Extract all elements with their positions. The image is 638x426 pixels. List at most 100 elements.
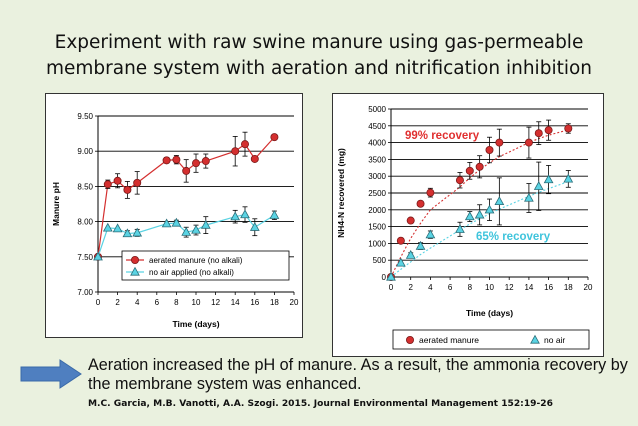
x-tick-label: 8	[468, 283, 473, 292]
x-tick-label: 12	[211, 298, 220, 307]
data-point	[405, 249, 416, 259]
data-point	[172, 155, 181, 164]
x-tick-label: 10	[192, 298, 201, 307]
x-axis-label: Time (days)	[466, 308, 513, 318]
recovery-legend: aerated manure no air	[392, 329, 590, 350]
trend-curve	[390, 181, 569, 278]
data-point	[426, 188, 435, 197]
y-tick-label: 9.00	[77, 147, 93, 156]
recovery-annotation-aerated: 99% recovery	[405, 130, 480, 142]
slide-title-line2: membrane system with aeration and nitrif…	[45, 58, 593, 79]
y-tick-label: 500	[373, 256, 387, 265]
data-point	[396, 236, 405, 245]
citation-text: M.C. Garcia, M.B. Vanotti, A.A. Szogi. 2…	[88, 399, 553, 409]
x-tick-label: 20	[584, 283, 593, 292]
data-point	[563, 173, 574, 183]
x-tick-label: 18	[564, 283, 573, 292]
y-tick-label: 9.50	[77, 112, 93, 121]
x-tick-label: 6	[448, 283, 453, 292]
slide-title: Experiment with raw swine manure using g…	[0, 30, 638, 82]
data-point	[544, 126, 553, 135]
data-point	[191, 159, 200, 168]
data-point	[455, 224, 465, 233]
data-point	[133, 178, 142, 187]
x-tick-label: 6	[155, 298, 160, 307]
data-point	[495, 138, 504, 147]
y-tick-label: 4500	[368, 122, 386, 131]
recovery-chart-panel: 0 500 1000 1500 2000 2500 3000 3500 4000 4500 5000…	[332, 93, 604, 357]
x-tick-label: 12	[505, 283, 514, 292]
data-point	[240, 209, 250, 219]
data-point	[171, 217, 182, 227]
series-2	[93, 206, 280, 261]
x-tick-label: 4	[135, 298, 140, 307]
data-point	[200, 219, 211, 229]
slide-title-line1: Experiment with raw swine manure using g…	[54, 32, 584, 53]
data-point	[230, 211, 241, 221]
x-tick-label: 0	[389, 283, 394, 292]
data-point	[475, 162, 484, 171]
legend-marker	[131, 255, 140, 264]
data-point	[269, 210, 280, 219]
data-point	[564, 124, 573, 133]
y-tick-label: 8.50	[77, 182, 93, 191]
data-point	[395, 257, 406, 267]
y-tick-label: 8.00	[77, 218, 93, 227]
data-point	[416, 199, 425, 208]
y-tick-label: 3000	[368, 172, 386, 181]
data-point	[201, 157, 210, 166]
y-tick-label: 7.00	[77, 288, 93, 297]
data-point	[464, 211, 475, 221]
data-point	[534, 129, 543, 138]
recovery-annotation-no-air: 65% recovery	[476, 231, 551, 243]
data-point	[112, 223, 123, 233]
x-tick-label: 10	[485, 283, 494, 292]
y-axis-label: NH4-N recovered (mg)	[336, 148, 346, 238]
data-point	[543, 174, 554, 184]
y-axis-label: Manure pH	[51, 182, 61, 226]
data-point	[231, 147, 240, 156]
legend-box	[121, 250, 290, 281]
legend-marker	[130, 266, 140, 276]
data-point	[494, 196, 505, 205]
legend-marker	[530, 334, 540, 344]
ph-chart: 7.00 7.50 8.00 8.50 9.00 9.50 0 2 4 6 8 10 12 14 16 18 2…	[51, 112, 299, 329]
data-point	[249, 222, 260, 231]
data-point	[465, 166, 474, 175]
recovery-chart: 0 500 1000 1500 2000 2500 3000 3500 4000 4500 5000…	[336, 105, 593, 350]
legend-label: aerated manure	[419, 335, 479, 345]
legend-marker	[406, 335, 415, 344]
data-point	[533, 181, 544, 190]
data-point	[485, 145, 494, 154]
x-tick-label: 14	[524, 283, 533, 292]
right-arrow-icon	[20, 359, 82, 389]
y-tick-label: 2000	[368, 206, 386, 215]
legend-label: no air applied (no alkali)	[149, 268, 234, 277]
data-point	[524, 192, 534, 202]
data-point	[93, 251, 103, 261]
data-point	[484, 204, 495, 214]
series-2	[386, 161, 574, 281]
data-point	[103, 180, 112, 189]
y-tick-label: 5000	[368, 105, 386, 114]
data-point	[386, 271, 396, 281]
ph-chart-panel: 7.00 7.50 8.00 8.50 9.00 9.50 0 2 4 6 8 10 12 14 16 18 2…	[45, 93, 303, 338]
data-point	[161, 218, 172, 228]
y-tick-label: 0	[382, 273, 387, 282]
data-point	[123, 185, 132, 194]
y-tick-label: 1500	[368, 223, 386, 232]
x-tick-label: 14	[231, 298, 240, 307]
x-tick-label: 16	[544, 283, 553, 292]
x-tick-label: 2	[408, 283, 413, 292]
conclusion-text: Aeration increased the pH of manure. As …	[88, 356, 628, 393]
data-point	[270, 133, 279, 142]
data-point	[102, 222, 113, 232]
x-tick-label: 18	[270, 298, 279, 307]
data-point	[455, 176, 464, 185]
data-point	[524, 138, 533, 147]
x-tick-label: 2	[115, 298, 120, 307]
y-tick-label: 1000	[368, 239, 386, 248]
legend-label: no air	[544, 335, 565, 345]
data-point	[240, 140, 249, 149]
y-tick-label: 7.50	[77, 253, 93, 262]
